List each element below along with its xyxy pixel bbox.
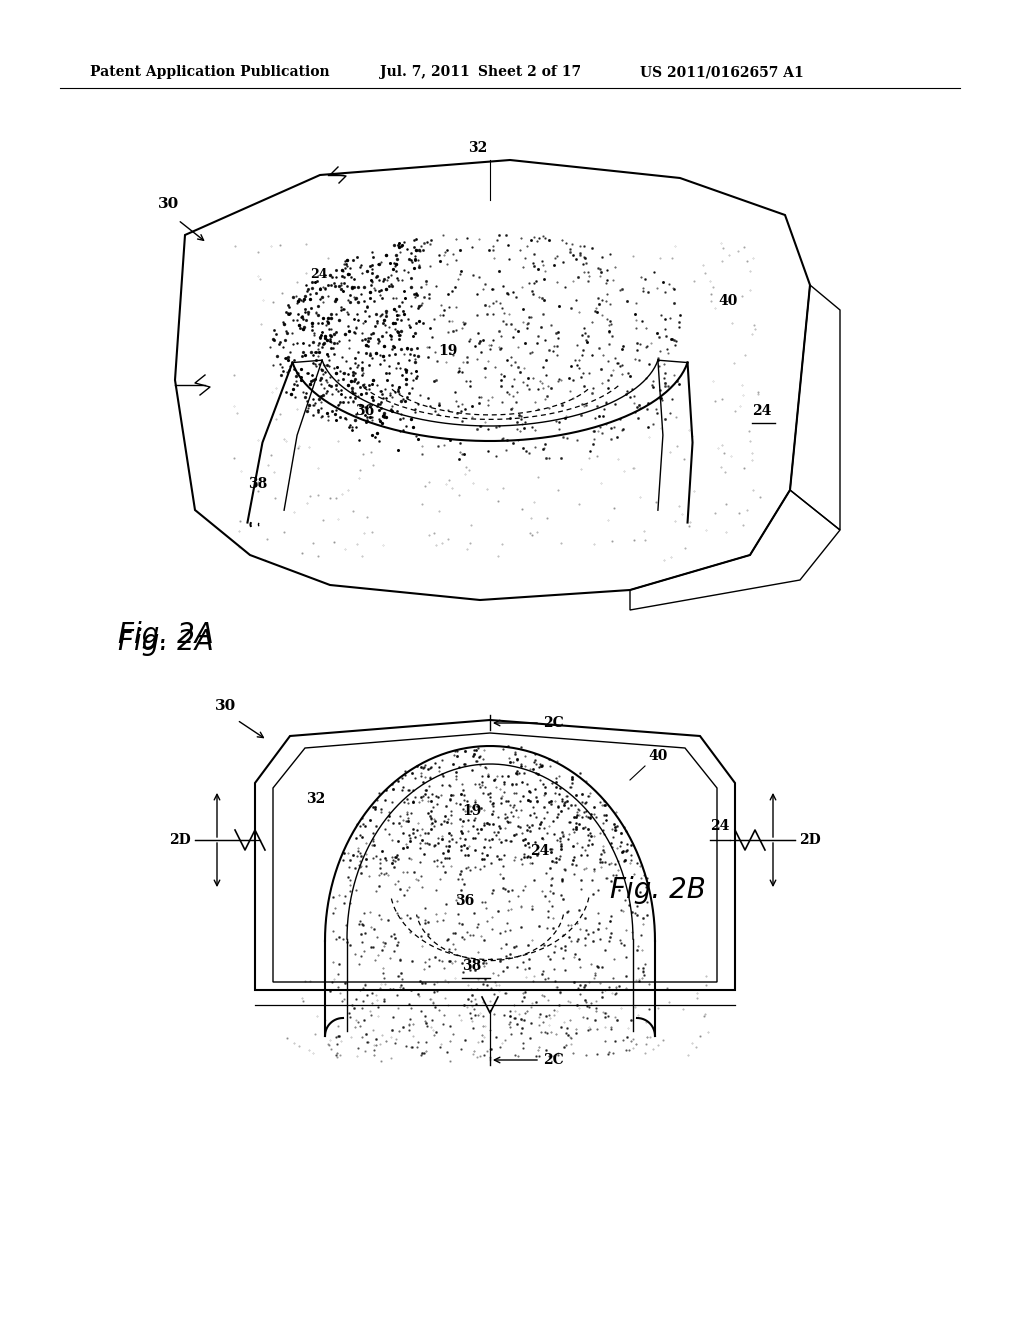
Text: Patent Application Publication: Patent Application Publication bbox=[90, 65, 330, 79]
Text: US 2011/0162657 A1: US 2011/0162657 A1 bbox=[640, 65, 804, 79]
Text: Fig. 2A: Fig. 2A bbox=[118, 620, 214, 649]
Text: 38: 38 bbox=[462, 960, 481, 973]
Text: 24: 24 bbox=[530, 843, 549, 858]
Text: 19: 19 bbox=[462, 804, 481, 818]
Text: 24: 24 bbox=[710, 818, 729, 833]
Text: 36: 36 bbox=[355, 404, 374, 418]
Text: 32: 32 bbox=[306, 792, 326, 807]
Text: 24: 24 bbox=[310, 268, 328, 281]
Text: 2C: 2C bbox=[543, 1053, 564, 1067]
Text: 40: 40 bbox=[718, 294, 737, 308]
Text: Fig. 2A: Fig. 2A bbox=[118, 628, 214, 656]
Text: 36: 36 bbox=[455, 894, 474, 908]
Text: Sheet 2 of 17: Sheet 2 of 17 bbox=[478, 65, 582, 79]
Text: 32: 32 bbox=[468, 141, 487, 154]
Text: 30: 30 bbox=[158, 197, 179, 211]
Text: 19: 19 bbox=[438, 345, 458, 358]
Text: 40: 40 bbox=[648, 748, 668, 763]
Text: 2D: 2D bbox=[169, 833, 190, 847]
Text: 38: 38 bbox=[248, 477, 267, 491]
Text: Jul. 7, 2011: Jul. 7, 2011 bbox=[380, 65, 470, 79]
Text: 24: 24 bbox=[752, 404, 771, 418]
Text: 2C: 2C bbox=[543, 715, 564, 730]
Text: 2D: 2D bbox=[799, 833, 821, 847]
Text: 30: 30 bbox=[215, 700, 237, 713]
Text: Fig. 2B: Fig. 2B bbox=[610, 876, 706, 904]
